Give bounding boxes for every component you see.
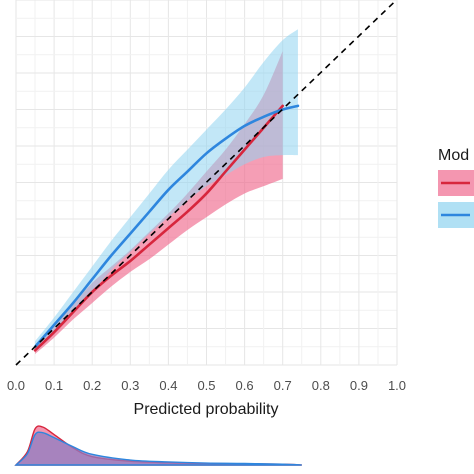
reference-line [15,0,398,366]
x-tick-label: 0.5 [197,378,215,393]
x-tick-label: 0.7 [274,378,292,393]
x-tick-label: 0.0 [7,378,25,393]
calibration-line-1 [33,104,284,352]
x-tick-label: 0.4 [159,378,177,393]
x-tick-label: 0.2 [83,378,101,393]
x-tick-label: 0.1 [45,378,63,393]
x-tick-label: 0.3 [121,378,139,393]
calibration-line-2 [33,104,300,349]
x-axis-title: Predicted probability [134,401,279,418]
density-strip [14,425,302,466]
x-tick-label: 0.6 [236,378,254,393]
reference-diagonal [15,0,398,366]
x-tick-label: 0.8 [312,378,330,393]
x-tick-labels: 0.0 0.1 0.2 0.3 0.4 0.5 0.6 0.7 0.8 0.9 1.0 [7,378,406,393]
x-tick-label: 1.0 [388,378,406,393]
x-tick-label: 0.9 [350,378,368,393]
legend-title: Mod [438,147,469,164]
calibration-lines [33,104,300,352]
legend: Mod [438,147,474,228]
density-series-2 [14,431,302,466]
